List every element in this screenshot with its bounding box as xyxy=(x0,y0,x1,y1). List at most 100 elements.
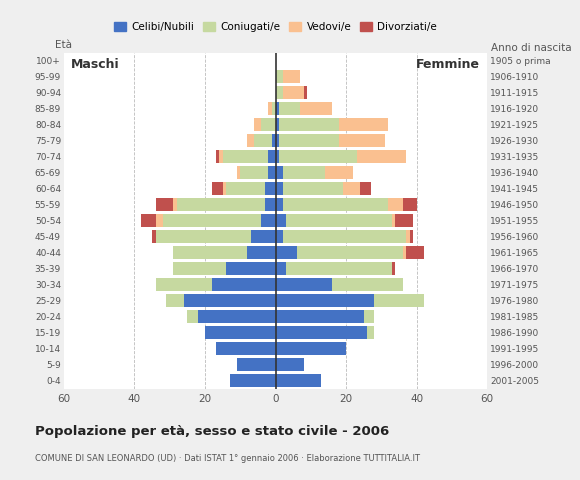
Bar xyxy=(276,230,282,243)
Bar xyxy=(409,230,413,243)
Bar xyxy=(392,214,396,228)
Text: Maschi: Maschi xyxy=(71,58,119,71)
Bar xyxy=(276,294,374,307)
Bar xyxy=(262,118,275,132)
Bar xyxy=(279,102,300,115)
Bar xyxy=(155,278,212,291)
Bar xyxy=(223,182,226,195)
Bar xyxy=(155,230,251,243)
Bar xyxy=(247,134,254,147)
Bar xyxy=(360,182,371,195)
Bar xyxy=(276,70,282,84)
Text: Anno di nascita: Anno di nascita xyxy=(491,43,572,53)
Bar xyxy=(332,278,403,291)
Bar xyxy=(357,150,406,163)
Bar xyxy=(276,358,304,372)
Bar xyxy=(254,118,262,132)
Bar xyxy=(286,262,392,276)
Bar xyxy=(286,214,392,228)
Bar xyxy=(255,134,272,147)
Bar xyxy=(276,262,286,276)
Bar xyxy=(279,134,339,147)
Bar xyxy=(272,102,276,115)
Bar xyxy=(226,182,265,195)
Bar xyxy=(339,134,385,147)
Bar xyxy=(247,246,276,259)
Bar xyxy=(276,198,282,211)
Bar xyxy=(396,214,413,228)
Bar xyxy=(269,102,272,115)
Bar xyxy=(162,214,262,228)
Bar xyxy=(364,310,374,324)
Bar xyxy=(269,166,276,180)
Bar xyxy=(403,198,416,211)
Text: Popolazione per età, sesso e stato civile - 2006: Popolazione per età, sesso e stato civil… xyxy=(35,425,389,438)
Bar xyxy=(279,118,339,132)
Bar xyxy=(282,86,304,99)
Bar xyxy=(223,150,269,163)
Bar xyxy=(240,166,269,180)
Bar xyxy=(216,150,219,163)
Bar xyxy=(276,86,282,99)
Bar xyxy=(276,310,364,324)
Bar xyxy=(184,294,276,307)
Bar xyxy=(262,214,275,228)
Bar xyxy=(276,342,346,355)
Bar xyxy=(282,230,406,243)
Bar xyxy=(276,134,279,147)
Bar xyxy=(276,278,332,291)
Bar xyxy=(205,326,276,339)
Bar xyxy=(187,310,198,324)
Bar xyxy=(173,198,177,211)
Bar xyxy=(152,230,155,243)
Bar xyxy=(374,294,423,307)
Bar xyxy=(304,86,307,99)
Bar xyxy=(237,358,276,372)
Bar xyxy=(198,310,276,324)
Bar xyxy=(269,150,276,163)
Bar xyxy=(406,246,423,259)
Bar xyxy=(226,262,276,276)
Bar xyxy=(265,182,276,195)
Bar xyxy=(339,118,389,132)
Bar xyxy=(325,166,353,180)
Bar xyxy=(403,246,406,259)
Bar xyxy=(155,214,162,228)
Legend: Celibi/Nubili, Coniugati/e, Vedovi/e, Divorziati/e: Celibi/Nubili, Coniugati/e, Vedovi/e, Di… xyxy=(110,18,441,36)
Bar xyxy=(276,118,279,132)
Bar xyxy=(212,278,276,291)
Bar xyxy=(343,182,360,195)
Bar xyxy=(367,326,374,339)
Bar xyxy=(216,342,276,355)
Bar xyxy=(282,198,389,211)
Bar xyxy=(212,182,223,195)
Bar xyxy=(173,262,226,276)
Bar xyxy=(155,198,173,211)
Bar xyxy=(282,182,343,195)
Bar xyxy=(276,102,279,115)
Bar xyxy=(272,134,276,147)
Bar xyxy=(297,246,403,259)
Bar xyxy=(177,198,265,211)
Bar xyxy=(276,150,279,163)
Bar xyxy=(276,182,282,195)
Bar xyxy=(389,198,403,211)
Bar xyxy=(166,294,184,307)
Bar xyxy=(173,246,247,259)
Bar xyxy=(276,214,286,228)
Bar xyxy=(265,198,276,211)
Bar xyxy=(230,374,276,387)
Bar xyxy=(276,374,321,387)
Bar xyxy=(276,326,367,339)
Bar xyxy=(276,246,297,259)
Bar xyxy=(276,166,282,180)
Bar xyxy=(300,102,332,115)
Bar xyxy=(251,230,276,243)
Text: COMUNE DI SAN LEONARDO (UD) · Dati ISTAT 1° gennaio 2006 · Elaborazione TUTTITAL: COMUNE DI SAN LEONARDO (UD) · Dati ISTAT… xyxy=(35,454,420,463)
Bar xyxy=(237,166,240,180)
Text: Età: Età xyxy=(55,40,72,49)
Bar xyxy=(282,166,325,180)
Bar xyxy=(406,230,409,243)
Bar xyxy=(142,214,155,228)
Bar xyxy=(219,150,223,163)
